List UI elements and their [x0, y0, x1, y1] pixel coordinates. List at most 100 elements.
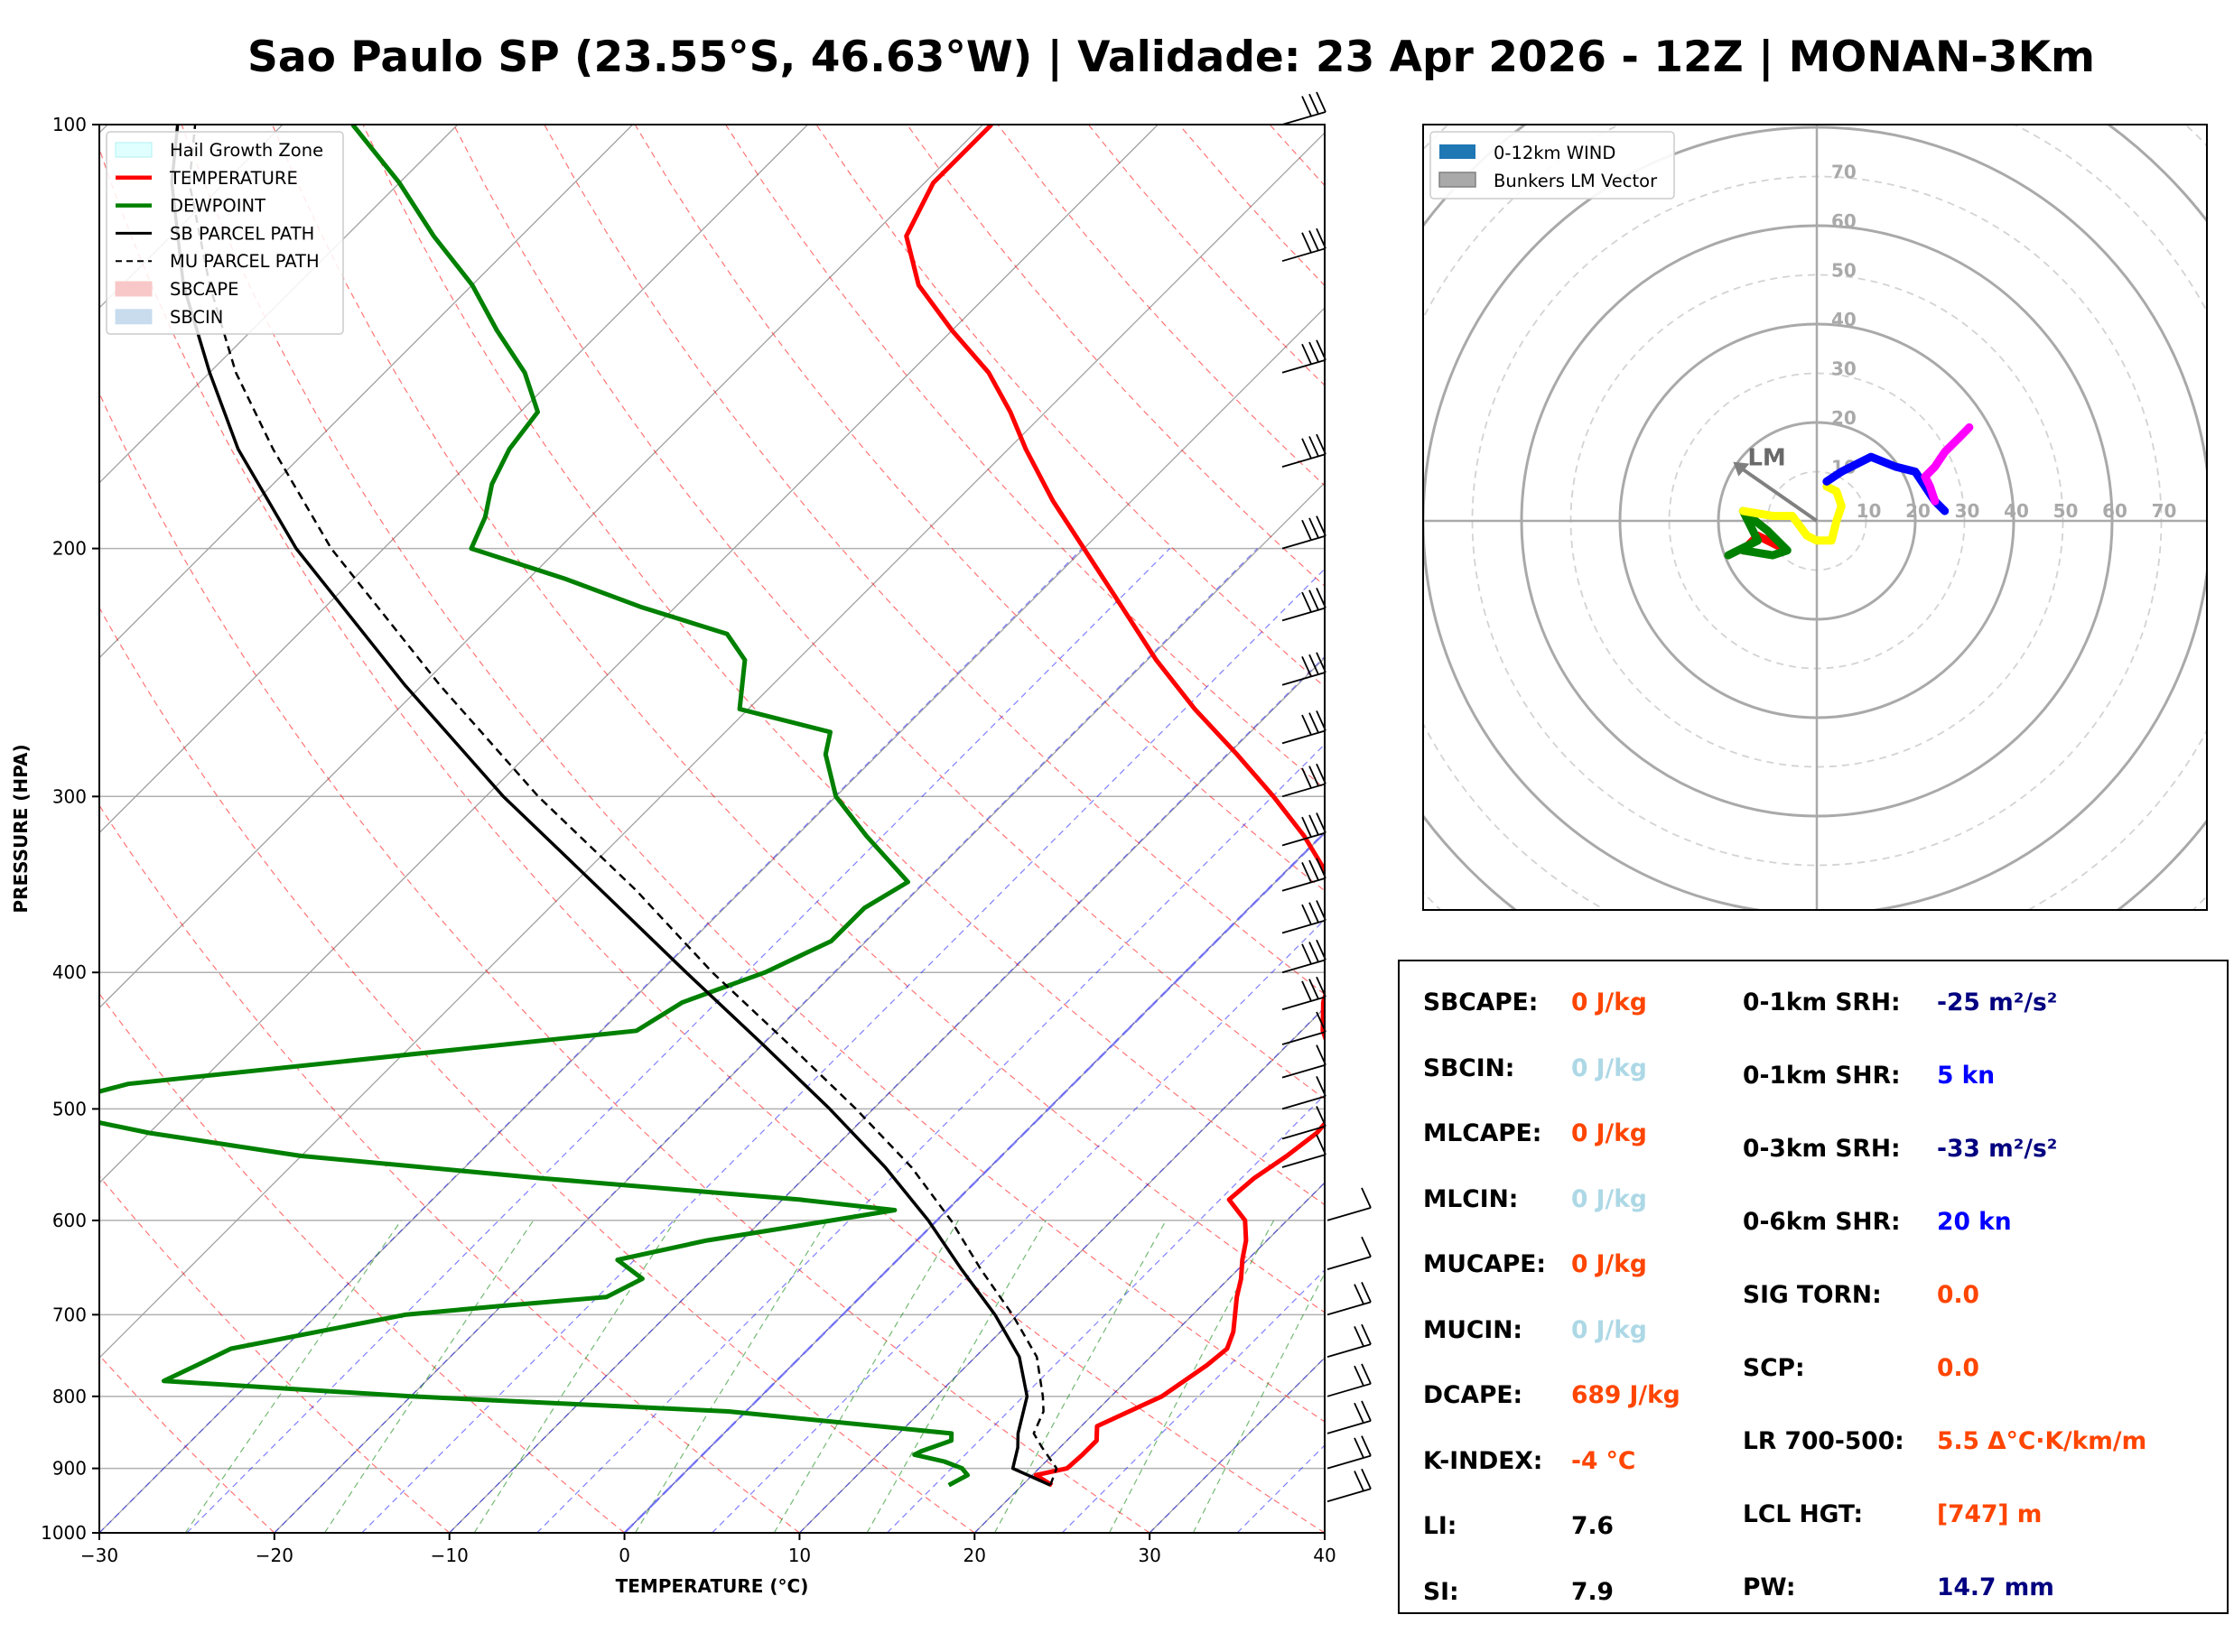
y-tick-label: 200	[52, 538, 87, 560]
barb-flag	[1361, 1363, 1372, 1385]
wind-barb	[1326, 1363, 1372, 1397]
legend-box	[106, 131, 344, 335]
plot-frame	[98, 124, 1326, 1534]
mixing-ratio-line	[993, 1220, 1167, 1533]
barb-flag	[1301, 904, 1312, 925]
ring-label: 20	[1905, 500, 1931, 522]
param-label: MLCAPE:	[1423, 1119, 1542, 1147]
isotherm	[973, 1182, 1325, 1533]
ring-label: 40	[1831, 309, 1857, 330]
barb-flag	[1301, 438, 1312, 459]
barb-flag	[1301, 980, 1312, 1002]
ring-label: 60	[2102, 500, 2127, 522]
x-tick-label: 0	[619, 1545, 630, 1566]
wind-barbs	[1281, 91, 1372, 1503]
isotherm	[99, 125, 983, 1009]
barb-flag	[1301, 943, 1312, 965]
x-tick-label: 10	[788, 1545, 811, 1566]
y-tick-label: 700	[52, 1304, 87, 1325]
moist-adiabat	[798, 1006, 1325, 1533]
dry-adiabat	[544, 125, 1325, 996]
barb-shaft	[1326, 1301, 1372, 1316]
ring-label: 70	[2152, 500, 2177, 522]
param-value: 0.0	[1937, 1354, 1979, 1382]
hodograph-trace	[1921, 422, 1974, 506]
moist-adiabat	[361, 568, 1325, 1533]
barb-flag	[1301, 519, 1312, 541]
x-axis-label: TEMPERATURE (°C)	[616, 1575, 809, 1597]
hodograph-frame	[1422, 124, 2208, 911]
isotherm	[99, 125, 1159, 1184]
ring-label: 30	[1831, 358, 1857, 380]
y-tick-label: 900	[52, 1458, 87, 1480]
ring-label: 30	[1955, 500, 1980, 522]
barb-flag	[1308, 436, 1319, 457]
wind-barb	[1281, 900, 1326, 934]
barb-flag	[1361, 1281, 1372, 1303]
param-label: SBCAPE:	[1423, 988, 1539, 1016]
hodograph-trace	[1738, 482, 1846, 545]
y-tick-label: 300	[52, 785, 87, 807]
moist-adiabat	[624, 831, 1325, 1533]
barb-shaft	[1281, 729, 1326, 745]
hodograph-trace	[1822, 452, 1950, 515]
dry-adiabat	[99, 804, 800, 1533]
param-value: 14.7 mm	[1937, 1573, 2054, 1601]
barb-flag	[1308, 93, 1319, 115]
range-ring	[1471, 175, 2163, 867]
wind-barb	[1281, 433, 1326, 469]
barb-flag	[1354, 1402, 1364, 1424]
barb-shaft	[1326, 1488, 1372, 1503]
barb-flag	[1361, 1323, 1372, 1345]
param-value: 689 J/kg	[1571, 1381, 1680, 1409]
y-tick-label: 1000	[41, 1522, 87, 1544]
x-tick-label: 20	[963, 1545, 986, 1566]
barb-shaft	[1281, 1063, 1326, 1079]
dry-adiabat	[725, 125, 1325, 790]
dry-adiabat	[362, 125, 1325, 1206]
barb-flag	[1308, 859, 1319, 881]
param-label: MLCIN:	[1423, 1184, 1519, 1213]
parameters-panel: SBCAPE: 0 J/kg SBCIN: 0 J/kg MLCAPE: 0 J/kg ML…	[1398, 960, 2229, 1614]
barb-shaft	[1281, 1031, 1326, 1045]
ring-label: 40	[2004, 500, 2029, 522]
skew-t-axes: −30 −20 −10 0 10 20 30 40 100 200 300 400 500 600 700 8…	[10, 114, 1336, 1597]
wind-barb	[1326, 1400, 1372, 1434]
wind-barb	[1326, 1236, 1372, 1271]
barb-flag	[1308, 230, 1319, 251]
ring-label: 60	[1831, 210, 1857, 232]
barb-flag	[1301, 767, 1312, 789]
x-tick-label: −20	[256, 1545, 293, 1566]
param-label: DCAPE:	[1423, 1381, 1523, 1409]
dry-adiabat	[1087, 125, 1325, 386]
moist-adiabat	[99, 548, 1083, 1533]
range-ring	[1520, 224, 2114, 818]
wind-barb	[1326, 1323, 1372, 1358]
param-label: LR 700-500:	[1743, 1427, 1904, 1455]
param-label: MUCIN:	[1423, 1315, 1522, 1344]
param-value: 5.5 Δ°C·K/km/m	[1937, 1427, 2147, 1455]
barb-flag	[1301, 232, 1312, 254]
dry-adiabat	[906, 125, 1325, 587]
legend-label: TEMPERATURE	[169, 168, 298, 189]
mixing-ratio-line	[184, 1220, 402, 1533]
legend-swatch	[115, 142, 153, 158]
barb-shaft	[1326, 1382, 1372, 1397]
barb-flag	[1354, 1437, 1364, 1459]
moist-adiabat	[186, 548, 1170, 1533]
param-value: -4 °C	[1571, 1446, 1636, 1475]
barb-flag	[1361, 1435, 1372, 1456]
param-value: -25 m²/s²	[1937, 988, 2058, 1016]
dry-adiabat	[99, 607, 975, 1533]
legend-label: Hail Growth Zone	[170, 140, 323, 161]
mu-parcel-path-line	[188, 125, 1058, 1486]
x-tick-label: 30	[1138, 1545, 1160, 1566]
range-ring	[1423, 125, 2207, 910]
x-tick-label: 40	[1313, 1545, 1336, 1566]
barb-flag	[1361, 1187, 1372, 1209]
ring-label: 20	[1831, 407, 1857, 429]
param-value: [747] m	[1937, 1500, 2043, 1528]
param-label: 0-1km SHR:	[1743, 1062, 1901, 1090]
isotherm	[99, 132, 1325, 1360]
range-ring	[1423, 125, 2207, 910]
